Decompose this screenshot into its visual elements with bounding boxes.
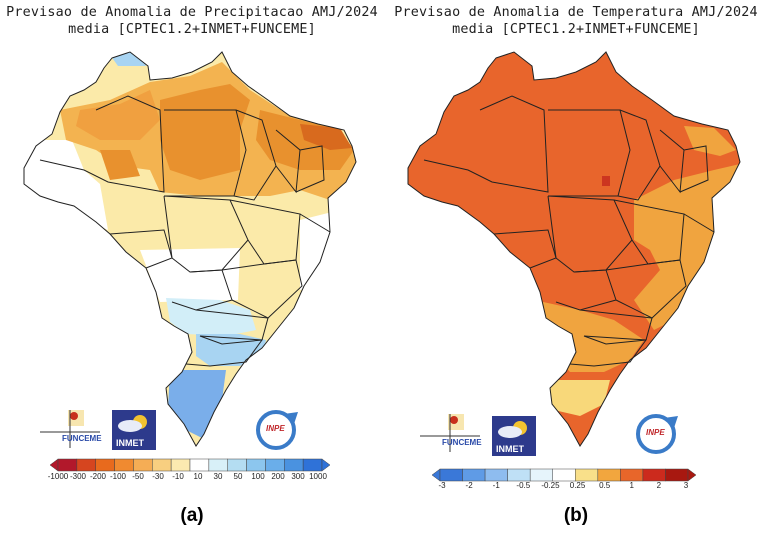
precipitation-panel: Previsao de Anomalia de Precipitacao AMJ…	[0, 4, 384, 526]
colorbar-tick-label: 0.5	[599, 481, 611, 490]
colorbar-swatch	[507, 468, 531, 482]
temperature-title: Previsao de Anomalia de Temperatura AMJ/…	[384, 4, 768, 38]
colorbar-swatch	[575, 468, 599, 482]
colorbar-swatch	[189, 458, 210, 472]
colorbar-tick-label: 100	[251, 472, 265, 481]
colorbar-swatch	[76, 458, 96, 472]
caption-b: (b)	[563, 505, 589, 526]
caption-a: (a)	[180, 505, 204, 526]
colorbar-swatch	[57, 458, 78, 472]
colorbar-swatch	[302, 458, 323, 472]
colorbar-tick-label: -200	[89, 472, 107, 481]
colorbar-tick-label: 50	[233, 472, 243, 481]
colorbar-arrow-high	[321, 458, 330, 472]
inpe-logo: INPE	[634, 412, 682, 458]
colorbar-tick-label: -0.25	[541, 481, 560, 490]
colorbar-swatch	[642, 468, 666, 482]
inmet-logo: INMET	[112, 410, 156, 450]
colorbar-swatch	[620, 468, 644, 482]
colorbar-tick-label: -0.5	[516, 481, 531, 490]
colorbar-tick-label: 0.25	[569, 481, 586, 490]
colorbar-tick-label: 200	[271, 472, 285, 481]
colorbar-swatch	[665, 468, 689, 482]
precipitation-title-line1: Previsao de Anomalia de Precipitacao AMJ…	[6, 5, 378, 20]
temperature-title-line2: media [CPTEC1.2+INMET+FUNCEME]	[452, 22, 700, 37]
colorbar-tick-label: -3	[438, 481, 446, 490]
colorbar-swatch	[114, 458, 134, 472]
inpe-logo: INPE	[254, 408, 302, 454]
colorbar-arrow-low	[50, 458, 59, 472]
funceme-label: FUNCEME	[62, 434, 102, 443]
colorbar-arrow-low	[432, 468, 441, 482]
colorbar-swatch	[462, 468, 486, 482]
colorbar-swatch	[152, 458, 172, 472]
colorbar-swatch	[529, 468, 553, 482]
precipitation-title: Previsao de Anomalia de Precipitacao AMJ…	[0, 4, 384, 38]
colorbar-tick-label: 3	[683, 481, 689, 490]
inpe-label: INPE	[266, 424, 285, 433]
funceme-label: FUNCEME	[442, 438, 482, 447]
colorbar-tick-label: -300	[69, 472, 87, 481]
precipitation-title-line2: media [CPTEC1.2+INMET+FUNCEME]	[68, 22, 316, 37]
colorbar-tick-label: -10	[172, 472, 184, 481]
colorbar-swatch	[227, 458, 247, 472]
colorbar-tick-label: 300	[291, 472, 305, 481]
state-borders	[407, 51, 741, 447]
colorbar-swatch	[284, 458, 304, 472]
temperature-title-line1: Previsao de Anomalia de Temperatura AMJ/…	[394, 5, 758, 20]
temperature-colorbar	[432, 468, 696, 482]
inmet-label: INMET	[116, 438, 144, 448]
colorbar-swatch	[484, 468, 508, 482]
colorbar-arrow-high	[687, 468, 696, 482]
colorbar-tick-label: 30	[213, 472, 223, 481]
inpe-label: INPE	[646, 428, 665, 437]
colorbar-tick-label: 10	[193, 472, 203, 481]
colorbar-swatch	[170, 458, 191, 472]
funceme-logo: FUNCEME	[40, 410, 102, 450]
colorbar-swatch	[597, 468, 621, 482]
colorbar-tick-label: 1	[629, 481, 634, 490]
colorbar-tick-label: -50	[132, 472, 144, 481]
precipitation-colorbar-labels: -1000 -300 -200 -100 -50 -30 -10 10 30 50 100 200 30…	[48, 472, 327, 484]
funceme-logo: FUNCEME	[420, 414, 482, 454]
colorbar-tick-label: -2	[465, 481, 473, 490]
inmet-label: INMET	[496, 444, 524, 454]
colorbar-tick-label: -30	[152, 472, 164, 481]
state-borders	[23, 51, 357, 447]
colorbar-tick-label: -100	[109, 472, 127, 481]
temperature-anomaly-map	[407, 51, 741, 447]
precipitation-anomaly-map	[23, 51, 357, 447]
colorbar-swatch	[552, 468, 576, 482]
colorbar-tick-label: -1000	[47, 472, 69, 481]
precipitation-colorbar	[50, 458, 330, 472]
colorbar-tick-label: -1	[492, 481, 500, 490]
temperature-colorbar-labels: -3 -2 -1 -0.5 -0.25 0.25 0.5 1 2 3	[438, 481, 689, 493]
colorbar-swatch	[133, 458, 153, 472]
colorbar-swatch	[265, 458, 285, 472]
colorbar-swatch	[95, 458, 115, 472]
colorbar-swatch	[246, 458, 266, 472]
colorbar-tick-label: 2	[656, 481, 662, 490]
colorbar-tick-label: 1000	[309, 472, 327, 481]
colorbar-swatch	[439, 468, 463, 482]
temperature-panel: Previsao de Anomalia de Temperatura AMJ/…	[384, 0, 768, 533]
inmet-logo: INMET	[492, 416, 536, 456]
colorbar-swatch	[208, 458, 228, 472]
